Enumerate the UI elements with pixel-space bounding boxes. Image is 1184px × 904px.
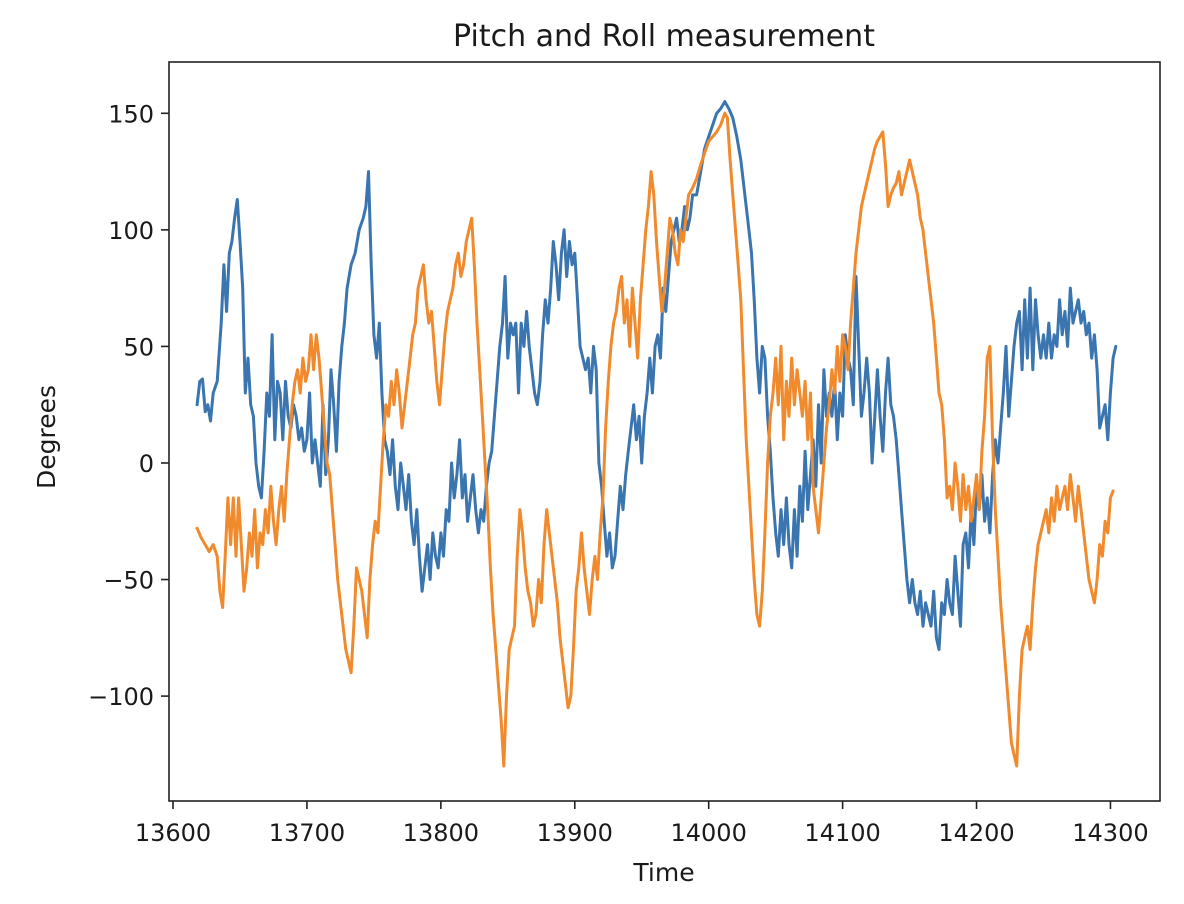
y-tick-label: 150: [108, 100, 154, 128]
chart-title: Pitch and Roll measurement: [453, 19, 875, 54]
x-tick-label: 13800: [403, 819, 479, 847]
x-tick-label: 13700: [269, 819, 345, 847]
series-layer: [195, 100, 1118, 768]
x-tick-label: 14000: [671, 819, 747, 847]
y-tick-label: 0: [139, 450, 154, 478]
x-axis: 13600 13700 13800 13900 14000 14100 14200 14300: [135, 801, 1149, 847]
x-tick-label: 13900: [537, 819, 613, 847]
y-tick-label: 100: [108, 217, 154, 245]
y-axis: −100 −50 0 50 100 150: [88, 100, 169, 711]
y-axis-label: Degrees: [32, 385, 61, 489]
y-tick-label: 50: [123, 333, 154, 361]
x-tick-label: 13600: [135, 819, 211, 847]
x-tick-label: 14200: [938, 819, 1014, 847]
x-axis-label: Time: [632, 858, 694, 887]
plot-frame: [168, 61, 1161, 802]
series-line-1: [195, 100, 1118, 651]
x-tick-label: 14100: [804, 819, 880, 847]
y-tick-label: −50: [103, 567, 154, 595]
x-tick-label: 14300: [1072, 819, 1148, 847]
y-tick-label: −100: [88, 683, 154, 711]
series-line-2: [195, 111, 1115, 768]
